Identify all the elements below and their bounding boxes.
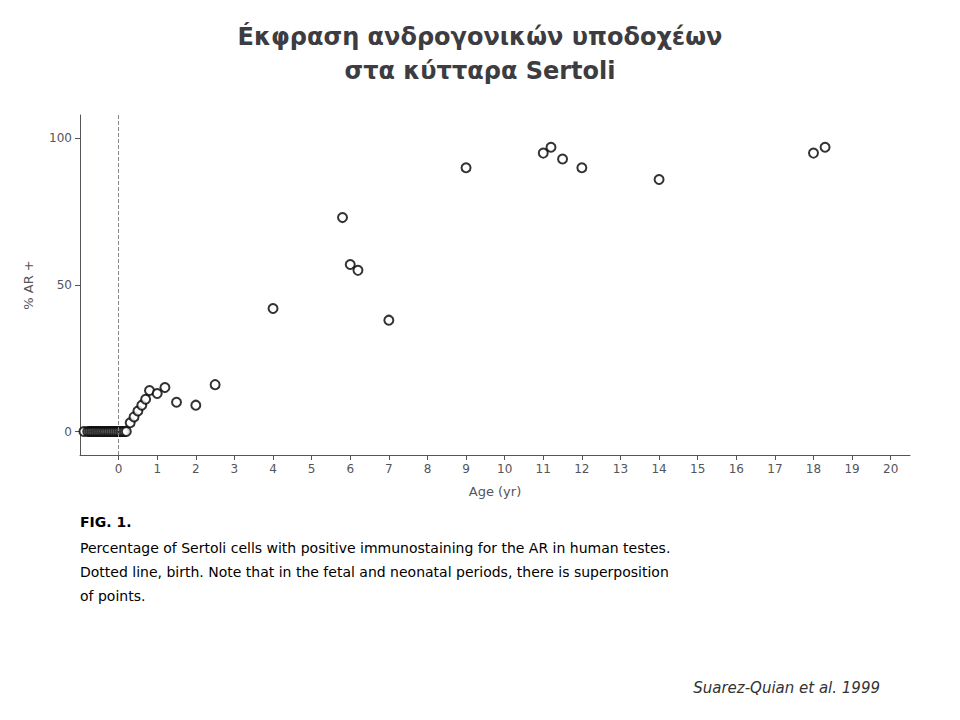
svg-text:8: 8	[424, 462, 432, 476]
svg-text:16: 16	[729, 462, 744, 476]
svg-text:1: 1	[153, 462, 161, 476]
svg-text:7: 7	[385, 462, 393, 476]
svg-text:14: 14	[651, 462, 666, 476]
svg-text:6: 6	[346, 462, 354, 476]
svg-text:2: 2	[192, 462, 200, 476]
svg-text:Dotted line, birth. Note that: Dotted line, birth. Note that in the fet…	[80, 564, 669, 580]
svg-text:5: 5	[308, 462, 316, 476]
svg-text:15: 15	[690, 462, 705, 476]
svg-text:% AR +: % AR +	[21, 260, 36, 309]
svg-text:11: 11	[536, 462, 551, 476]
svg-text:19: 19	[844, 462, 859, 476]
svg-text:3: 3	[231, 462, 239, 476]
svg-text:17: 17	[767, 462, 782, 476]
svg-text:0: 0	[115, 462, 123, 476]
svg-text:Éκφραση ανδρογονικών υποδοχέων: Éκφραση ανδρογονικών υποδοχέων	[238, 22, 723, 51]
svg-text:10: 10	[497, 462, 512, 476]
svg-text:20: 20	[883, 462, 898, 476]
svg-text:18: 18	[806, 462, 821, 476]
svg-text:12: 12	[574, 462, 589, 476]
svg-text:of points.: of points.	[80, 588, 145, 604]
svg-text:Age (yr): Age (yr)	[469, 484, 521, 499]
svg-text:13: 13	[613, 462, 628, 476]
svg-text:FIG. 1.: FIG. 1.	[80, 514, 132, 530]
svg-text:0: 0	[64, 425, 72, 439]
svg-text:Percentage of Sertoli cells wi: Percentage of Sertoli cells with positiv…	[80, 540, 670, 556]
svg-text:50: 50	[57, 278, 72, 292]
svg-text:100: 100	[49, 131, 72, 145]
svg-text:4: 4	[269, 462, 277, 476]
svg-text:Suarez-Quian et al. 1999: Suarez-Quian et al. 1999	[693, 679, 880, 697]
svg-text:9: 9	[462, 462, 470, 476]
svg-text:στα κύτταρα Sertoli: στα κύτταρα Sertoli	[344, 57, 615, 85]
